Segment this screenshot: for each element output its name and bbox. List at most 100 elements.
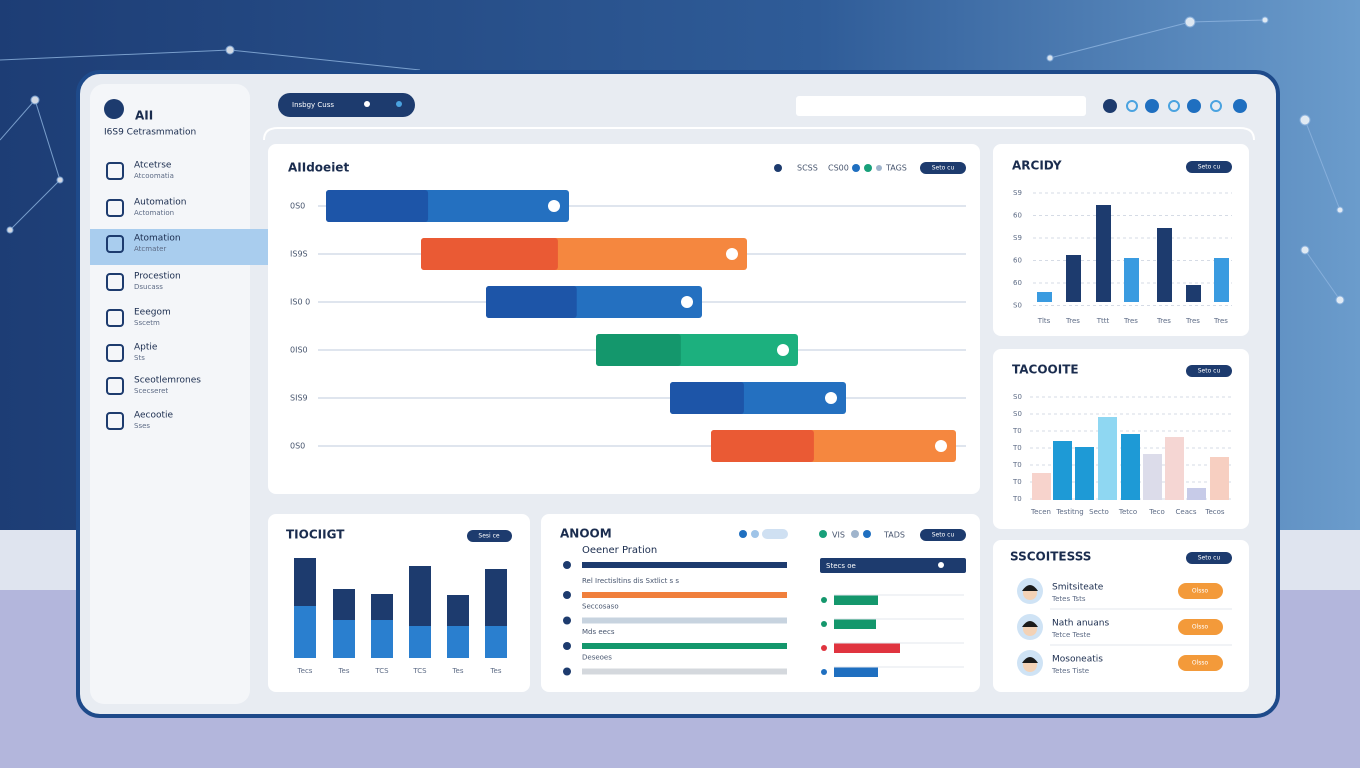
- gantt-rows: 0S0 IS9S IS0 0 0IS0 SIS9 0S0: [290, 190, 966, 462]
- taccoints-chart: S0 S0 T0 T0 T0 T0 T0 Tecen Testitng Secto Tetco Tec…: [1012, 393, 1232, 516]
- row-label: SIS9: [290, 394, 308, 403]
- menu-label[interactable]: Aptie: [134, 343, 158, 353]
- panel-button[interactable]: [1186, 552, 1232, 564]
- bullet: [563, 616, 571, 625]
- menu-label[interactable]: Atcetrse: [134, 161, 172, 171]
- menu-icon[interactable]: [106, 344, 124, 362]
- gantt-handle[interactable]: [548, 200, 560, 212]
- x-tick-label: Tecos: [1204, 508, 1225, 516]
- panel-button-label: Sesi ce: [478, 533, 499, 540]
- x-tick-label: Tttt: [1096, 317, 1110, 325]
- bar: [1187, 488, 1206, 500]
- row-label: IS0 0: [290, 298, 310, 307]
- x-tick-label: Tecs: [297, 667, 313, 675]
- top-tab[interactable]: [278, 93, 415, 117]
- row-label: 0S0: [290, 202, 305, 211]
- legend-dot: [852, 164, 860, 172]
- action-button[interactable]: [1178, 655, 1223, 671]
- logo-subtitle: I6S9 Cetrasmmation: [104, 128, 196, 138]
- report-bar: [582, 668, 787, 675]
- gantt-handle[interactable]: [935, 440, 947, 452]
- report-line: Seccosaso: [582, 603, 619, 611]
- menu-sub: Actomation: [134, 209, 174, 217]
- y-tick-label: S0: [1013, 302, 1022, 310]
- menu-label[interactable]: Procestion: [134, 272, 181, 282]
- menu-sub: Sses: [134, 422, 150, 430]
- icon[interactable]: [1187, 99, 1201, 113]
- menu-icon[interactable]: [106, 377, 124, 395]
- icon[interactable]: [1103, 99, 1117, 113]
- search-box[interactable]: [796, 96, 1086, 116]
- taccoints-title: TACOOITE: [1012, 363, 1079, 377]
- menu-sub: Sts: [134, 354, 145, 362]
- bar-segment: [447, 626, 469, 658]
- gantt-bar-part: [596, 334, 681, 366]
- bar: [1098, 417, 1117, 500]
- bar-segment: [409, 566, 431, 626]
- gantt-handle[interactable]: [726, 248, 738, 260]
- panel-button[interactable]: [920, 529, 966, 541]
- legend-label: SCSS: [797, 164, 818, 173]
- x-tick-label: Tecen: [1030, 508, 1051, 516]
- action-button[interactable]: [1178, 583, 1223, 599]
- menu-sub: Scecseret: [134, 387, 168, 395]
- legend-label: CS00: [828, 164, 849, 173]
- bar: [1214, 258, 1229, 302]
- menu-label[interactable]: Sceotlemrones: [134, 376, 201, 386]
- row-label: 0S0: [290, 442, 305, 451]
- x-tick-label: Tres: [1156, 317, 1171, 325]
- x-tick-label: TCS: [374, 667, 389, 675]
- legend-dot: [739, 530, 747, 538]
- gantt-bar-part: [421, 238, 558, 270]
- bar-segment: [371, 620, 393, 658]
- menu-label[interactable]: Aecootie: [134, 411, 174, 421]
- menu-label[interactable]: Automation: [134, 198, 186, 208]
- menu-icon[interactable]: [106, 235, 124, 253]
- bar: [1165, 437, 1184, 500]
- panel-button[interactable]: [1186, 365, 1232, 377]
- bar: [1124, 258, 1139, 302]
- x-tick-label: Tes: [337, 667, 349, 675]
- legend-label: TADS: [883, 531, 905, 540]
- contacts-title: SSCOITESSS: [1010, 550, 1091, 564]
- gantt-bar-part: [670, 382, 744, 414]
- panel-button[interactable]: [467, 530, 512, 542]
- bar-segment: [485, 626, 507, 658]
- person-sub: Tetes Tiste: [1051, 667, 1089, 675]
- gantt-bar-part: [711, 430, 814, 462]
- icon[interactable]: [1126, 100, 1138, 112]
- y-tick-label: T0: [1012, 444, 1022, 452]
- bullet: [821, 669, 827, 675]
- menu-icon[interactable]: [106, 309, 124, 327]
- logo: AII: [135, 109, 153, 123]
- menu-icon[interactable]: [106, 273, 124, 291]
- menu-icon[interactable]: [106, 412, 124, 430]
- y-tick-label: S0: [1013, 393, 1022, 401]
- activity-title: ARCIDY: [1012, 159, 1062, 173]
- icon[interactable]: [1210, 100, 1222, 112]
- gantt-handle[interactable]: [681, 296, 693, 308]
- bullet: [563, 591, 571, 599]
- panel-button[interactable]: [920, 162, 966, 174]
- menu-icon[interactable]: [106, 162, 124, 180]
- y-tick-label: 60: [1013, 212, 1022, 220]
- gantt-handle[interactable]: [825, 392, 837, 404]
- legend-dot: [863, 530, 871, 538]
- menu-label[interactable]: Atomation: [134, 234, 181, 244]
- x-tick-label: Testitng: [1055, 508, 1083, 516]
- icon[interactable]: [1145, 99, 1159, 113]
- x-tick-label: Secto: [1089, 508, 1109, 516]
- person-name: Nath anuans: [1052, 619, 1109, 629]
- menu-label[interactable]: Eeegom: [134, 308, 171, 318]
- action-button[interactable]: [1178, 619, 1223, 635]
- menu-icon[interactable]: [106, 199, 124, 217]
- report-header: Stecs oe: [826, 562, 856, 570]
- icon[interactable]: [1168, 100, 1180, 112]
- bar: [1121, 434, 1140, 500]
- y-tick-label: 60: [1013, 257, 1022, 265]
- gantt-handle[interactable]: [777, 344, 789, 356]
- icon[interactable]: [1233, 99, 1247, 113]
- row-label: 0IS0: [290, 346, 308, 355]
- panel-button[interactable]: [1186, 161, 1232, 173]
